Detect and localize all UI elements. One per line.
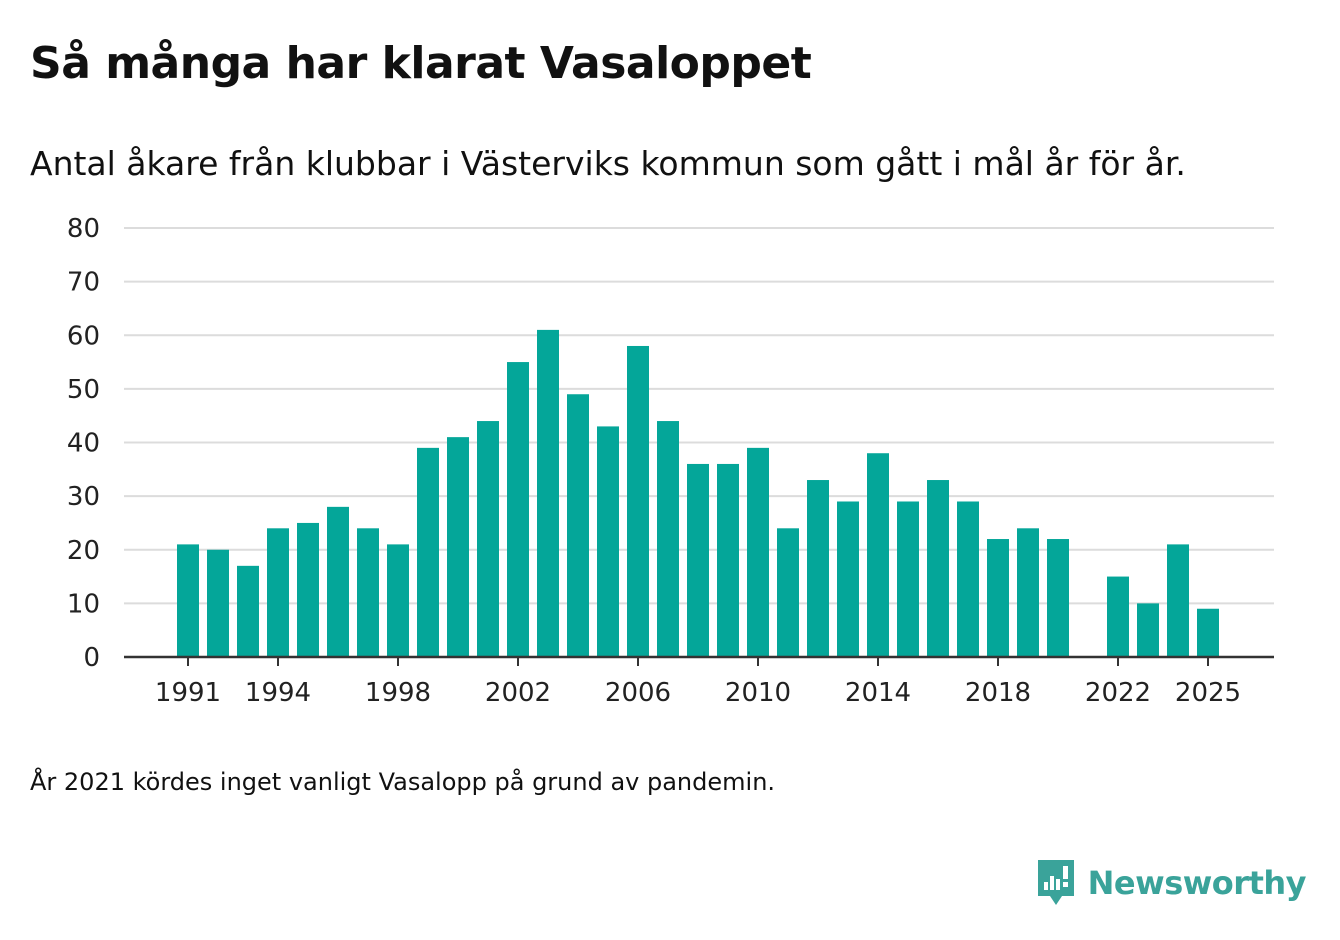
bar-2010 — [747, 447, 769, 657]
bar-2019 — [1017, 528, 1039, 657]
newsworthy-logo-icon — [1037, 860, 1074, 905]
bar-chart: 0 10 20 30 40 50 60 70 80 1991 1994 1998 2002 2006 20… — [67, 214, 1274, 708]
bar-1994 — [267, 528, 289, 657]
x-tick-label: 2022 — [1085, 678, 1151, 708]
bar-2020 — [1047, 539, 1069, 657]
bar-2005 — [597, 426, 619, 657]
x-tick-label: 2002 — [485, 678, 551, 708]
y-tick-label: 10 — [67, 589, 100, 619]
bar-2011 — [777, 528, 799, 657]
bar-1992 — [207, 549, 229, 657]
y-tick-label: 60 — [67, 321, 100, 351]
x-tick-label: 1994 — [245, 678, 311, 708]
brand-name: Newsworthy — [1087, 864, 1307, 902]
bar-2023 — [1137, 603, 1159, 657]
bar-2004 — [567, 394, 589, 657]
y-tick-label: 50 — [67, 375, 100, 405]
x-tick-label: 2006 — [605, 678, 671, 708]
bar-1998 — [387, 544, 409, 657]
chart-title: Så många har klarat Vasaloppet — [30, 38, 812, 89]
bar-1996 — [327, 506, 349, 657]
x-tick-label: 2010 — [725, 678, 791, 708]
brand-logo: Newsworthy — [1036, 858, 1307, 908]
bar-2013 — [837, 501, 859, 657]
y-tick-label: 0 — [83, 643, 100, 673]
bar-2003 — [537, 329, 559, 657]
x-axis: 1991 1994 1998 2002 2006 2010 2014 2018 2022 2025 — [124, 655, 1274, 708]
bar-2006 — [627, 345, 649, 657]
bar-2009 — [717, 463, 739, 657]
y-tick-label: 40 — [67, 429, 100, 459]
bar-2012 — [807, 480, 829, 657]
bar-1997 — [357, 528, 379, 657]
bar-1995 — [297, 522, 319, 657]
bar-2001 — [477, 421, 499, 657]
bar-2017 — [957, 501, 979, 657]
bar-2007 — [657, 421, 679, 657]
bars — [177, 329, 1219, 657]
y-axis-tick-labels: 0 10 20 30 40 50 60 70 80 — [67, 214, 100, 673]
bar-2008 — [687, 463, 709, 657]
x-tick-label: 2018 — [965, 678, 1031, 708]
bar-1991 — [177, 544, 199, 657]
bar-2024 — [1167, 544, 1189, 657]
x-tick-label: 2025 — [1175, 678, 1241, 708]
y-tick-label: 80 — [67, 214, 100, 244]
bar-2025 — [1197, 608, 1219, 657]
bar-2002 — [507, 362, 529, 657]
y-tick-label: 30 — [67, 482, 100, 512]
bar-1999 — [417, 447, 439, 657]
x-tick-label: 1991 — [155, 678, 221, 708]
chart-subtitle: Antal åkare från klubbar i Västerviks ko… — [30, 144, 1186, 183]
y-tick-label: 20 — [67, 536, 100, 566]
bar-2022 — [1107, 576, 1129, 657]
x-tick-label: 1998 — [365, 678, 431, 708]
bar-2018 — [987, 539, 1009, 657]
bar-2016 — [927, 480, 949, 657]
bar-2014 — [867, 453, 889, 657]
x-tick-label: 2014 — [845, 678, 911, 708]
bar-1993 — [237, 565, 259, 657]
bar-2015 — [897, 501, 919, 657]
y-tick-label: 70 — [67, 268, 100, 298]
bar-2000 — [447, 437, 469, 657]
footnote: År 2021 kördes inget vanligt Vasalopp på… — [30, 768, 776, 796]
